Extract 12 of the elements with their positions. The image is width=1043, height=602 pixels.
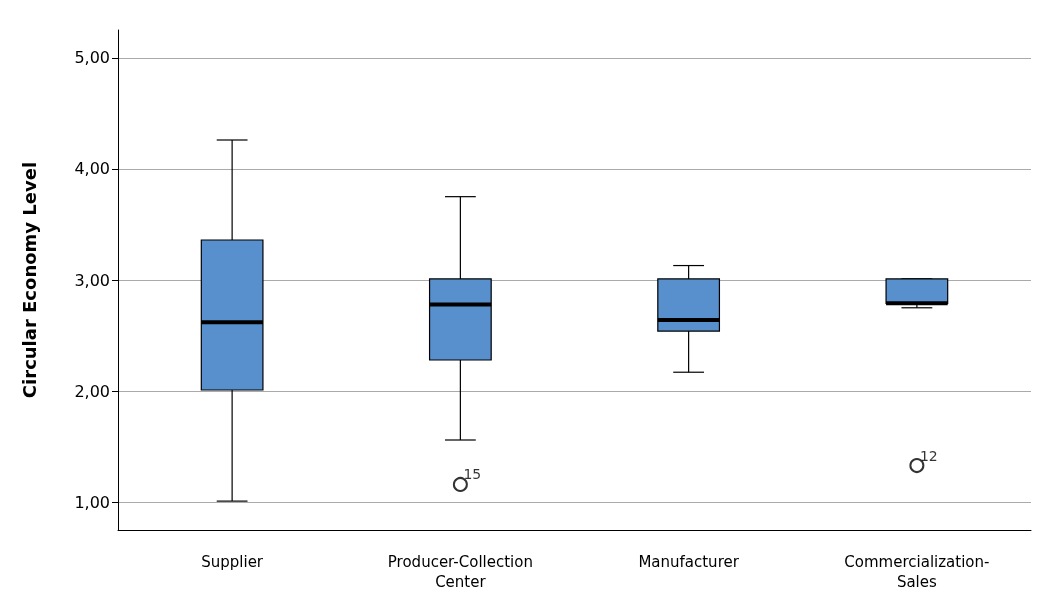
y-tick-label: 4,00 — [74, 159, 110, 179]
x-tick-label: Manufacturer — [638, 553, 740, 571]
annotation: 15 — [463, 466, 482, 483]
x-tick-label: Supplier — [201, 553, 264, 571]
y-tick-label: 2,00 — [74, 381, 110, 401]
y-tick-label: 5,00 — [74, 48, 110, 68]
annotation: 12 — [919, 447, 938, 464]
x-tick-label: Producer-Collection Center — [387, 553, 533, 591]
y-tick-label: 3,00 — [74, 270, 110, 290]
x-tick-label: Commercialization- Sales — [844, 553, 990, 591]
y-tick-label: 1,00 — [74, 492, 110, 512]
y-axis-title: Circular Economy Level — [18, 161, 40, 399]
